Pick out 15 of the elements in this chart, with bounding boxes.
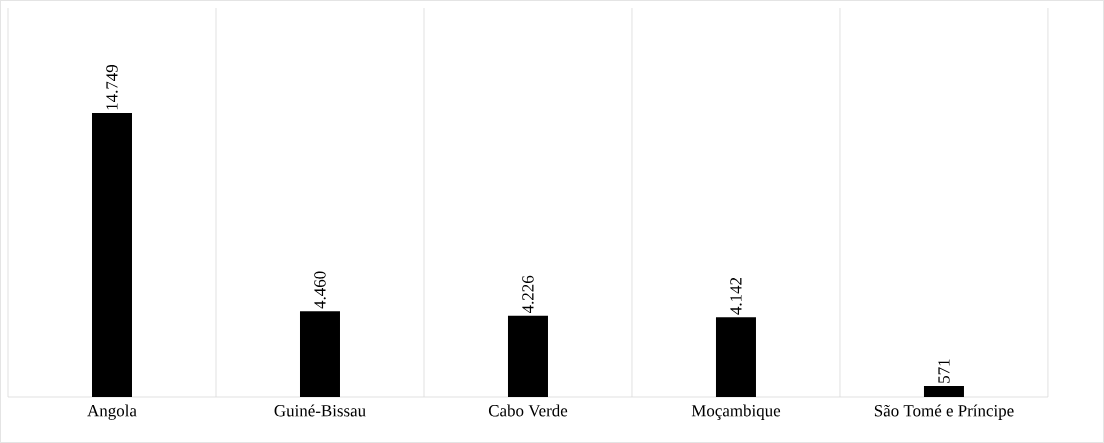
x-tick-label: São Tomé e Príncipe xyxy=(874,404,1014,420)
data-label: 14.749 xyxy=(106,64,118,110)
x-tick-label: Angola xyxy=(87,404,137,420)
data-label: 4.142 xyxy=(730,277,742,315)
data-label: 4.460 xyxy=(314,271,326,309)
bar xyxy=(92,113,132,397)
bar xyxy=(299,311,340,397)
x-tick-label: Guiné-Bissau xyxy=(274,404,366,417)
x-tick-label: Cabo Verde xyxy=(488,404,568,417)
bar xyxy=(507,315,548,397)
data-label: 4.226 xyxy=(522,275,534,314)
x-tick-label: Moçambique xyxy=(691,404,781,420)
bar xyxy=(923,386,964,397)
data-label: 571 xyxy=(938,359,950,383)
bar xyxy=(715,317,756,397)
